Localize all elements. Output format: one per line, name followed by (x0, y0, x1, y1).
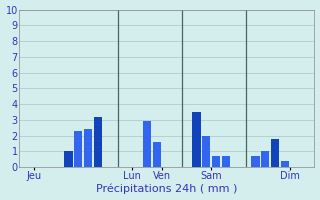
X-axis label: Précipitations 24h ( mm ): Précipitations 24h ( mm ) (96, 184, 237, 194)
Bar (74, 131, 83, 167)
Bar (94, 117, 102, 167)
Bar (281, 161, 289, 167)
Bar (84, 129, 92, 167)
Bar (202, 136, 210, 167)
Bar (143, 121, 151, 167)
Bar (251, 156, 260, 167)
Bar (153, 142, 161, 167)
Bar (271, 139, 279, 167)
Bar (192, 112, 201, 167)
Bar (64, 151, 73, 167)
Bar (261, 151, 269, 167)
Bar (222, 156, 230, 167)
Bar (212, 156, 220, 167)
